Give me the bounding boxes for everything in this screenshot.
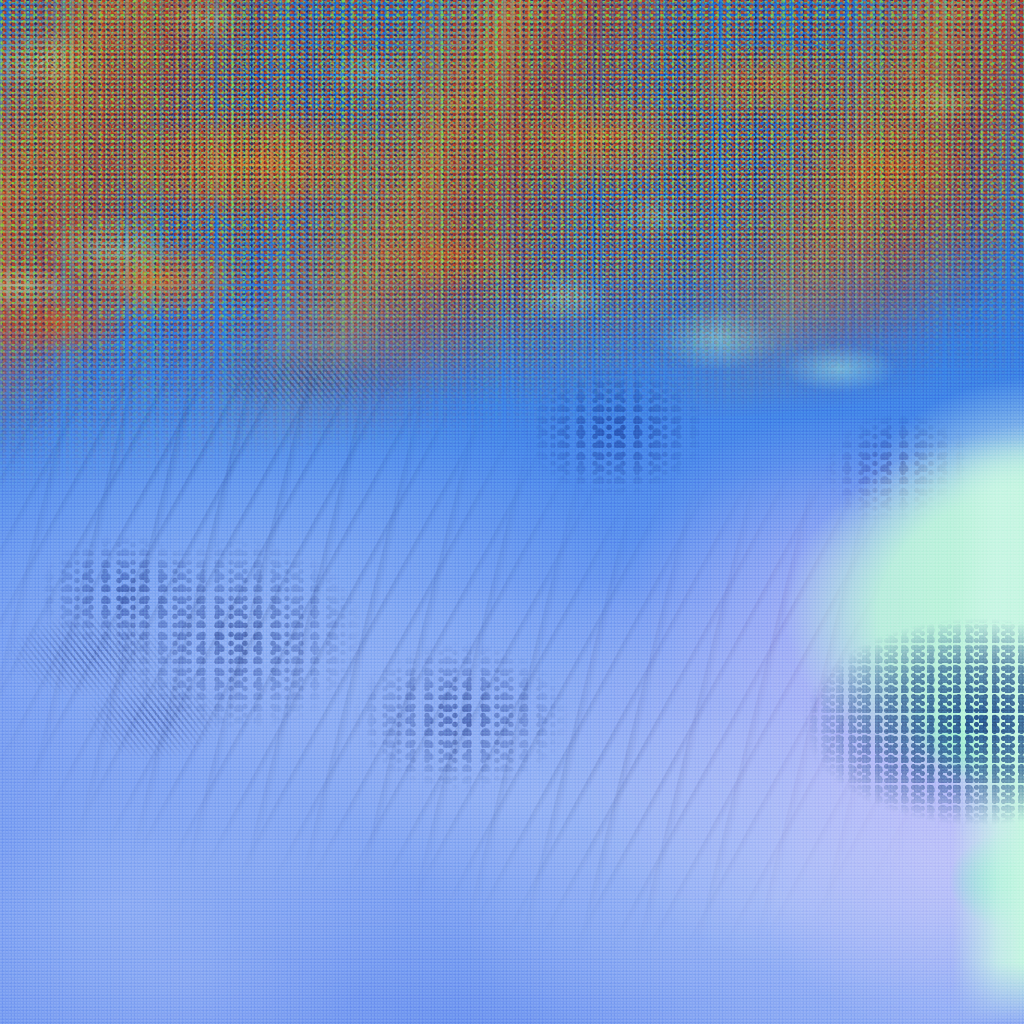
scene-description: False-color remote-sensing composite of … (0, 0, 1, 1)
